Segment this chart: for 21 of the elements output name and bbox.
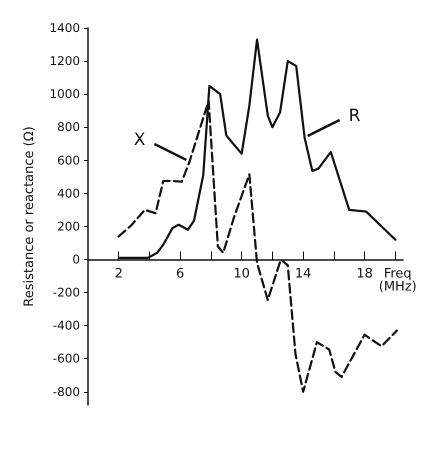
y-tick-label: 0 (72, 252, 80, 266)
x-axis-title: Freq (MHz) (378, 266, 417, 294)
series-label: R (348, 106, 361, 126)
x-tick-label: 18 (356, 266, 373, 282)
y-tick-label: -200 (52, 286, 80, 300)
y-tick-label: -600 (52, 352, 80, 366)
y-tick-label: 200 (57, 219, 80, 234)
x-tick-label: 10 (233, 266, 250, 282)
y-tick-label: -400 (52, 318, 80, 333)
text: X (134, 130, 146, 150)
x-tick-label: 6 (176, 266, 184, 282)
y-tick-label: 800 (57, 120, 80, 134)
x-tick-label: 14 (294, 266, 312, 282)
y-tick-label: -800 (52, 384, 80, 399)
y-tick-label: 600 (57, 153, 80, 168)
y-tick-label: 1200 (49, 54, 80, 68)
x-tick-label: 2 (114, 266, 123, 282)
y-axis-title: Resistance or reactance (Ω) (22, 126, 37, 307)
y-tick-label: 400 (57, 186, 80, 200)
y-tick-label: 1400 (49, 21, 80, 35)
y-tick-label: 1000 (49, 87, 80, 102)
